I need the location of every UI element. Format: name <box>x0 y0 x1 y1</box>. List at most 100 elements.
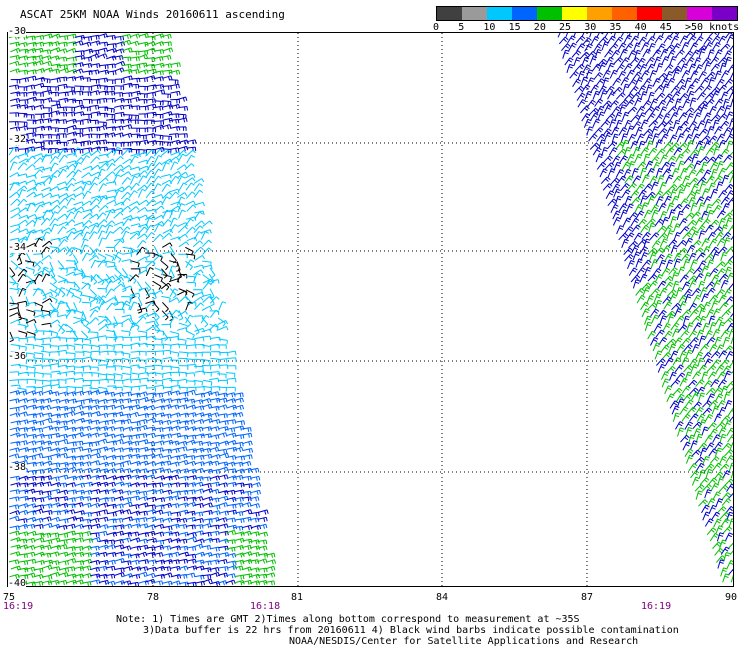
wind-barb <box>713 441 723 450</box>
lon-label-75: 75 <box>3 592 16 603</box>
wind-barb <box>81 412 92 418</box>
wind-barb <box>145 335 156 341</box>
wind-barb <box>121 391 132 397</box>
wind-barb <box>57 489 69 495</box>
wind-barb <box>25 179 37 185</box>
wind-barb <box>193 225 204 234</box>
wind-barb <box>644 321 653 331</box>
wind-barb <box>676 239 687 248</box>
wind-barb <box>161 433 173 439</box>
colorbar-segment <box>587 7 612 20</box>
wind-barb <box>74 309 84 318</box>
wind-barb <box>242 454 253 460</box>
wind-barb <box>664 357 674 367</box>
wind-barb <box>26 280 36 289</box>
wind-barb <box>161 141 171 147</box>
wind-barb <box>226 509 238 515</box>
wind-barb <box>161 390 173 396</box>
wind-barb <box>90 579 101 585</box>
wind-barb <box>184 177 196 184</box>
wind-barb <box>701 371 709 381</box>
wind-barb <box>717 379 727 388</box>
wind-barb <box>202 578 213 584</box>
wind-barb <box>583 118 592 128</box>
wind-barb <box>114 238 125 243</box>
wind-barb <box>137 233 148 240</box>
wind-barb <box>218 530 229 536</box>
wind-barb <box>728 492 733 499</box>
wind-barb <box>18 330 28 338</box>
wind-barb <box>9 496 20 502</box>
wind-barb <box>154 223 163 233</box>
wind-barb <box>66 56 77 62</box>
wind-barb <box>185 253 196 260</box>
wind-barb <box>120 318 132 324</box>
wind-barb <box>694 484 705 492</box>
wind-barb <box>169 133 179 138</box>
wind-barb <box>558 36 569 45</box>
wind-barb <box>97 53 108 59</box>
wind-barb <box>50 462 61 468</box>
wind-barb <box>654 273 664 283</box>
wind-barb <box>691 288 702 296</box>
wind-barb <box>41 552 52 558</box>
wind-barb <box>129 83 140 89</box>
wind-barb <box>209 524 220 530</box>
wind-barb <box>81 252 91 262</box>
wind-barb <box>82 190 92 199</box>
wind-barb <box>122 516 134 522</box>
wind-barb <box>684 133 693 143</box>
wind-barb <box>146 68 157 74</box>
wind-barb <box>633 42 641 52</box>
wind-barb <box>185 389 196 395</box>
wind-barb <box>675 315 685 324</box>
wind-barb <box>209 567 220 573</box>
wind-barb <box>73 517 84 522</box>
wind-barb <box>81 565 92 571</box>
wind-barb <box>698 230 706 240</box>
wind-barb <box>580 76 589 86</box>
wind-barb <box>660 371 670 380</box>
wind-barb <box>122 246 132 253</box>
wind-barb <box>138 127 149 133</box>
wind-barb <box>561 43 571 52</box>
wind-barb <box>606 62 615 72</box>
wind-barb <box>57 149 67 158</box>
wind-barb <box>657 280 667 289</box>
wind-barb <box>177 233 189 240</box>
wind-barb <box>57 452 68 458</box>
wind-barb <box>730 336 733 345</box>
wind-barb <box>193 496 204 502</box>
wind-barb <box>58 324 66 335</box>
wind-barb <box>654 35 664 44</box>
wind-barb <box>265 580 276 586</box>
wind-barb <box>122 344 132 350</box>
wind-barb <box>715 288 725 297</box>
colorbar-tick: 0 <box>433 22 440 33</box>
wind-barb <box>699 447 708 457</box>
wind-barb <box>113 496 125 502</box>
wind-barb <box>684 293 692 303</box>
wind-barb <box>74 410 85 417</box>
wind-barb <box>193 488 205 494</box>
wind-barb <box>720 251 728 262</box>
wind-barb <box>49 68 60 74</box>
wind-barb <box>241 551 253 557</box>
wind-barb <box>121 124 133 130</box>
wind-barb <box>146 162 156 171</box>
wind-barb <box>130 378 141 384</box>
wind-barb <box>633 232 643 241</box>
wind-barb <box>114 189 123 199</box>
wind-barb <box>137 170 148 177</box>
wind-barb <box>657 128 668 136</box>
wind-barb <box>693 247 704 255</box>
wind-barb <box>687 406 697 415</box>
wind-barb <box>114 426 125 432</box>
wind-barb <box>176 446 188 452</box>
wind-barb <box>177 378 188 384</box>
wind-barb <box>26 41 37 47</box>
wind-barb <box>50 274 57 285</box>
wind-barb <box>723 105 732 115</box>
wind-barb <box>82 231 91 241</box>
wind-barb <box>176 164 188 171</box>
